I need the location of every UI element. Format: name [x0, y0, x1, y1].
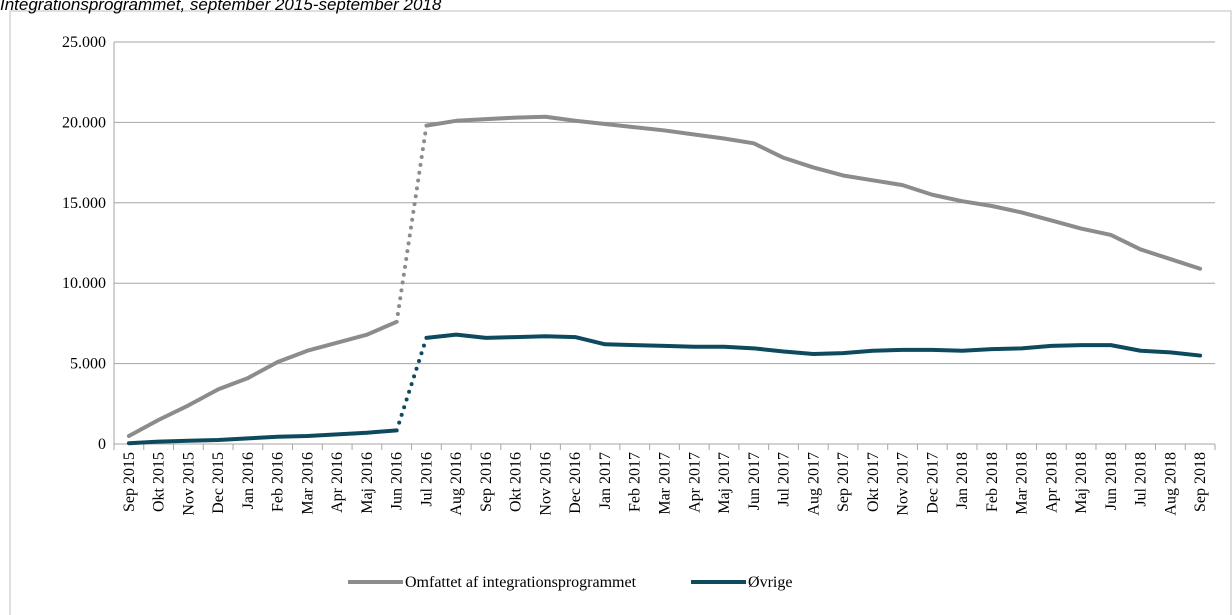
x-tick-label: Feb 2017: [627, 452, 644, 512]
x-tick-label: Jun 2018: [1103, 452, 1120, 510]
x-tick-label: Jan 2017: [597, 452, 614, 509]
x-tick-label: Dec 2016: [567, 452, 584, 514]
x-tick-label: Mar 2017: [657, 452, 674, 515]
x-tick-label: Apr 2018: [1043, 452, 1060, 513]
x-tick-label: Apr 2017: [686, 452, 703, 513]
y-tick-label: 20.000: [62, 114, 106, 131]
y-tick-label: 10.000: [62, 275, 106, 292]
x-tick-label: Aug 2017: [805, 452, 822, 516]
x-tick-label: Jul 2017: [776, 452, 793, 507]
x-tick-label: Sep 2016: [478, 452, 495, 512]
x-tick-label: Maj 2018: [1073, 452, 1090, 514]
chart-frame: [9, 10, 1232, 615]
x-tick-label: Nov 2016: [537, 452, 554, 516]
x-tick-label: Jan 2016: [240, 452, 257, 509]
y-tick-label: 25.000: [62, 34, 106, 51]
x-tick-label: Dec 2017: [924, 452, 941, 514]
line-series: [126, 114, 1203, 438]
x-tick-label: Sep 2015: [121, 452, 138, 512]
legend-label: Øvrige: [748, 574, 792, 591]
legend-label: Omfattet af integrationsprogrammet: [405, 574, 637, 591]
chart-title: Integrationsprogrammet, september 2015-s…: [0, 0, 442, 14]
x-tick-label: Jun 2016: [389, 452, 406, 510]
x-tick-label: Sep 2017: [835, 452, 852, 512]
x-tick-label: Sep 2018: [1192, 452, 1209, 512]
x-tick-label: Okt 2017: [865, 452, 882, 512]
x-tick-label: Maj 2016: [359, 452, 376, 514]
x-tick-label: Aug 2016: [448, 452, 465, 516]
x-tick-label: Nov 2015: [180, 452, 197, 516]
y-tick-label: 0: [98, 436, 106, 453]
x-tick-label: Jul 2016: [418, 452, 435, 507]
x-tick-label: Jan 2018: [954, 452, 971, 509]
x-tick-label: Mar 2016: [299, 452, 316, 515]
x-tick-label: Maj 2017: [716, 452, 733, 514]
x-tick-label: Dec 2015: [210, 452, 227, 514]
x-tick-label: Okt 2015: [151, 452, 168, 512]
x-tick-label: Apr 2016: [329, 452, 346, 513]
y-tick-label: 15.000: [62, 195, 106, 212]
x-tick-label: Mar 2018: [1014, 452, 1031, 515]
x-tick-label: Feb 2016: [270, 452, 287, 512]
x-tick-label: Nov 2017: [895, 452, 912, 516]
x-tick-label: Aug 2018: [1162, 452, 1179, 516]
x-tick-label: Jun 2017: [746, 452, 763, 510]
y-tick-label: 5.000: [70, 356, 106, 373]
line-series: [126, 332, 1203, 446]
x-tick-label: Jul 2018: [1133, 452, 1150, 507]
x-tick-label: Feb 2018: [984, 452, 1001, 512]
x-tick-label: Okt 2016: [508, 452, 525, 512]
